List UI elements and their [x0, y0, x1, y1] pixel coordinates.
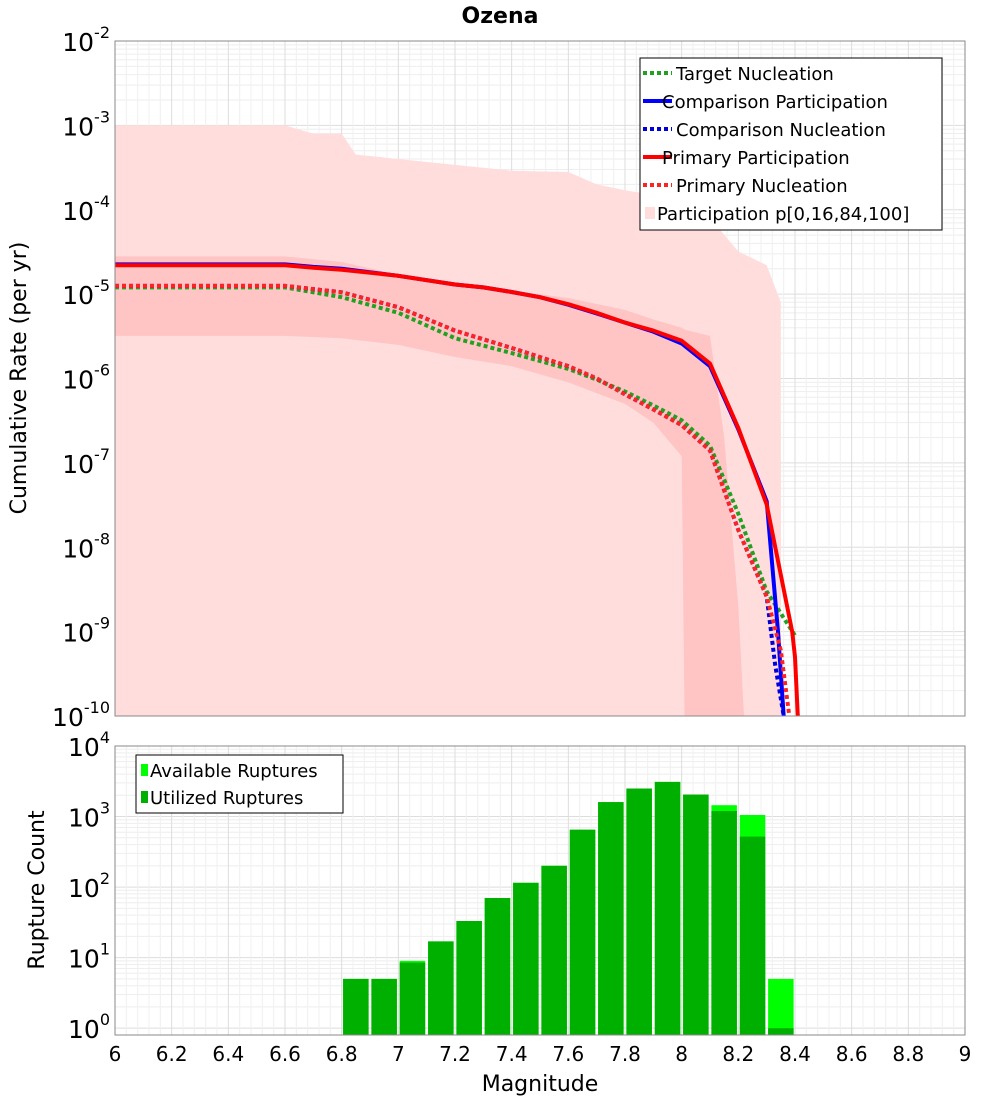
x-tick-label: 7.6 [552, 1042, 584, 1066]
bar-utilized [513, 882, 539, 1035]
participation-bands [115, 125, 795, 716]
bar-utilized [371, 978, 397, 1035]
bar-utilized [626, 788, 652, 1035]
y-tick-label: 101 [68, 940, 110, 974]
y-tick-label: 102 [68, 869, 110, 903]
y-tick-label: 103 [68, 799, 110, 833]
rate-curves [115, 262, 800, 717]
bar-utilized [739, 836, 766, 1035]
legend-label: Comparison Nucleation [676, 120, 886, 141]
y-tick-label: 10-3 [62, 107, 110, 141]
y-tick-label: 10-8 [62, 529, 110, 563]
bar-utilized [399, 962, 426, 1035]
legend-label: Available Ruptures [150, 761, 318, 782]
legend-swatch [645, 207, 655, 219]
x-tick-label: 9 [959, 1042, 972, 1066]
legend-label: Comparison Participation [662, 92, 888, 113]
bar-utilized [484, 898, 511, 1035]
legend-label: Primary Participation [662, 148, 850, 169]
legend-label: Target Nucleation [675, 64, 834, 85]
x-tick-label: 8 [675, 1042, 688, 1066]
top-y-axis-label: Cumulative Rate (per yr) [7, 242, 32, 515]
bottom-plot-frame [114, 745, 966, 1036]
series-target-nucleation [115, 285, 797, 637]
band-p16-p84 [115, 256, 744, 716]
legend-label: Utilized Ruptures [150, 788, 303, 809]
y-tick-label: 10-6 [62, 361, 110, 395]
bar-utilized [598, 802, 624, 1035]
rupture-bars [343, 781, 794, 1035]
bar-utilized [456, 921, 482, 1035]
x-tick-label: 6.4 [212, 1042, 244, 1066]
legend-box [135, 754, 344, 814]
y-tick-label: 10-10 [52, 698, 110, 732]
x-axis-label: Magnitude [482, 1072, 599, 1097]
chart-title: Ozena [462, 4, 539, 29]
bar-utilized [343, 978, 369, 1035]
x-tick-label: 7.2 [439, 1042, 471, 1066]
y-tick-label: 10-5 [62, 276, 110, 310]
legend-box [639, 57, 943, 231]
x-tick-label: 7 [392, 1042, 405, 1066]
y-tick-label: 10-7 [62, 445, 110, 479]
y-tick-label: 10-2 [62, 23, 110, 57]
y-tick-label: 100 [68, 1010, 110, 1044]
x-tick-label: 8.8 [892, 1042, 924, 1066]
bar-utilized [654, 781, 681, 1035]
bar-utilized [683, 794, 709, 1035]
x-tick-label: 6.8 [326, 1042, 358, 1066]
x-tick-labels: 6 6.2 6.4 6.6 6.8 7 7.2 7.4 7.6 7.8 8 8.2 8.4 8.6 8.8 9 [109, 1042, 972, 1066]
bar-utilized [541, 865, 567, 1035]
bottom-legend: Available Ruptures Utilized Ruptures [135, 754, 344, 814]
legend-swatch [141, 764, 148, 776]
x-tick-label: 8.4 [779, 1042, 811, 1066]
y-tick-label: 104 [68, 728, 110, 762]
bar-utilized [428, 941, 454, 1035]
y-tick-label: 10-9 [62, 614, 110, 648]
bar-utilized [768, 1028, 794, 1035]
x-tick-label: 8.2 [722, 1042, 754, 1066]
bar-utilized [569, 829, 596, 1035]
y-tick-label: 10-4 [62, 192, 110, 226]
bar-utilized [711, 811, 737, 1035]
legend-swatch [141, 791, 148, 803]
top-y-tick-labels: 10-10 10-9 10-8 10-7 10-6 10-5 10-4 10-3 10-2 [52, 23, 110, 732]
x-tick-label: 7.8 [609, 1042, 641, 1066]
bottom-y-axis-label: Rupture Count [25, 810, 50, 970]
bottom-y-tick-labels: 100 101 102 103 104 [68, 728, 110, 1044]
x-tick-label: 6.2 [156, 1042, 188, 1066]
series-primary-participation [115, 263, 800, 717]
series-primary-nucleation [115, 283, 792, 717]
x-tick-label: 6 [109, 1042, 122, 1066]
x-tick-label: 6.6 [269, 1042, 301, 1066]
legend-label: Participation p[0,16,84,100] [657, 204, 909, 225]
legend-label: Primary Nucleation [676, 176, 848, 197]
bar-available [768, 978, 794, 1035]
top-plot-frame [114, 40, 966, 717]
x-tick-label: 7.4 [496, 1042, 528, 1066]
x-tick-label: 8.6 [836, 1042, 868, 1066]
top-legend: Target Nucleation Comparison Participatio… [639, 57, 943, 231]
